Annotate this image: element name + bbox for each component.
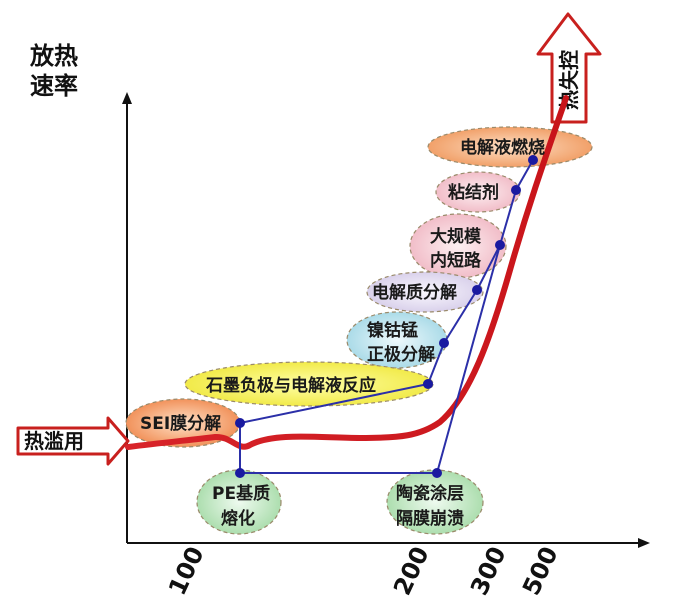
x-axis-arrowhead [638,538,650,548]
dot-nca [439,338,449,348]
heat-release-curve [125,95,569,450]
dot-electrolyte-decomp [472,285,482,295]
x-tick-label-200: 200 [388,542,435,599]
pe-bubble [196,469,282,535]
dot-sei [235,418,245,428]
thermal-runaway-arrow-shape [536,12,602,124]
stage-dots [235,155,538,478]
thermal-runaway-label: 热失控 [557,50,581,110]
label-pe-line2: 熔化 [221,508,255,529]
connector-lines [239,159,534,474]
dot-binder [511,185,521,195]
stage-labels: SEI膜分解 PE基质 熔化 石墨负极与电解液反应 陶瓷涂层 隔膜崩溃 镍钴锰 … [140,137,545,529]
label-short-line2: 内短路 [430,250,482,271]
dot-ceramic [432,468,442,478]
y-axis-arrowhead [122,92,132,104]
connector-nca-electrolyte [443,289,478,344]
dot-short [495,240,505,250]
connector-electrolyte-short [476,244,501,291]
dot-combustion [528,155,538,165]
label-graphite: 石墨负极与电解液反应 [205,375,376,396]
label-electrolyte-decomp: 电解质分解 [372,282,457,303]
thermal-abuse-arrow-shape [16,416,130,466]
connector-sei-graphite [239,383,429,424]
connector-graphite-nca [427,342,445,385]
dot-pe [235,468,245,478]
x-tick-label-300: 300 [465,542,512,599]
label-combustion: 电解液燃烧 [460,137,545,158]
label-nca-line2: 正极分解 [367,344,435,365]
thermal-runaway-arrow: 热失控 [536,12,602,124]
x-tick-label-100: 100 [163,542,210,599]
connector-binder-combustion [515,159,534,191]
x-tick-label-500: 500 [517,542,564,599]
y-axis-label-line2: 速率 [30,72,78,100]
axes [122,92,650,548]
label-nca-line1: 镍钴锰 [367,320,418,341]
connector-ceramic-short [436,244,501,474]
label-pe-line1: PE基质 [212,483,270,504]
label-short-line1: 大规模 [430,226,482,247]
label-sei: SEI膜分解 [140,413,221,434]
y-axis-label-line1: 放热 [29,42,78,70]
label-binder: 粘结剂 [448,182,499,203]
label-ceramic-line1: 陶瓷涂层 [396,483,464,504]
electrolyte-decomp-bubble [366,271,484,313]
label-ceramic-line2: 隔膜崩溃 [396,508,464,529]
connector-short-binder [499,189,517,246]
thermal-abuse-label: 热滥用 [24,429,84,453]
thermal-abuse-arrow: 热滥用 [16,416,130,466]
dot-graphite [423,379,433,389]
